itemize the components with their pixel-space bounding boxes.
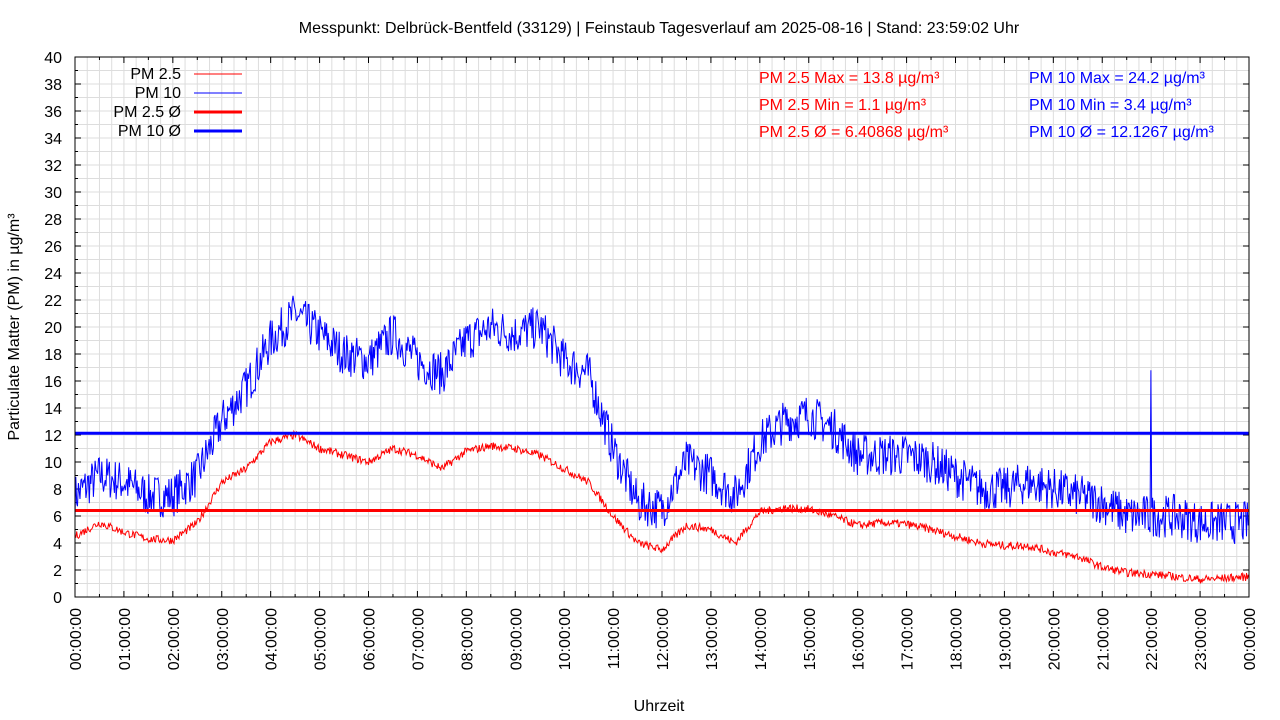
y-tick-label: 6 <box>53 509 62 526</box>
x-tick-label: 02:00:00 <box>166 608 183 670</box>
series-pm10-line <box>74 295 1250 545</box>
x-tick-label: 18:00:00 <box>949 608 966 670</box>
x-tick-label: 03:00:00 <box>215 608 232 670</box>
y-axis-label: Particulate Matter (PM) in µg/m³ <box>6 213 23 441</box>
x-tick-label: 22:00:00 <box>1144 608 1161 670</box>
x-tick-label: 11:00:00 <box>606 608 623 669</box>
x-tick-label: 06:00:00 <box>362 608 379 670</box>
x-tick-label: 12:00:00 <box>655 608 672 670</box>
x-tick-label: 00:00:00 <box>1242 608 1259 670</box>
pm25-min-label: PM 2.5 Min = 1.1 µg/m³ <box>759 97 927 114</box>
y-tick-label: 26 <box>44 239 62 256</box>
x-tick-label: 17:00:00 <box>900 608 917 670</box>
series-layer <box>74 295 1250 584</box>
legend-label-pm10-avg: PM 10 Ø <box>118 123 181 140</box>
x-axis-label: Uhrzeit <box>634 698 685 715</box>
pm10-avg-label: PM 10 Ø = 12.1267 µg/m³ <box>1029 124 1215 141</box>
y-tick-label: 16 <box>44 374 62 391</box>
x-tick-label: 04:00:00 <box>264 608 281 670</box>
x-tick-label: 07:00:00 <box>410 608 427 670</box>
y-tick-label: 38 <box>44 77 62 94</box>
legend-label-pm25: PM 2.5 <box>130 66 181 83</box>
y-tick-label: 22 <box>44 293 62 310</box>
pm10-max-label: PM 10 Max = 24.2 µg/m³ <box>1029 70 1206 87</box>
legend: PM 2.5 PM 10 PM 2.5 Ø PM 10 Ø <box>113 66 242 140</box>
y-tick-label: 24 <box>44 266 62 283</box>
x-tick-label: 16:00:00 <box>851 608 868 670</box>
x-tick-label: 23:00:00 <box>1193 608 1210 670</box>
plot-frame <box>74 56 1250 598</box>
y-tick-label: 14 <box>44 401 62 418</box>
x-tick-label: 00:00:00 <box>68 608 85 670</box>
y-tick-label: 18 <box>44 347 62 364</box>
x-tick-label: 15:00:00 <box>802 608 819 670</box>
chart-title: Messpunkt: Delbrück-Bentfeld (33129) | F… <box>299 20 1020 37</box>
legend-label-pm10: PM 10 <box>135 85 181 102</box>
y-tick-label: 32 <box>44 158 62 175</box>
x-tick-label: 13:00:00 <box>704 608 721 670</box>
x-tick-label: 05:00:00 <box>313 608 330 670</box>
pm25-avg-label: PM 2.5 Ø = 6.40868 µg/m³ <box>759 124 949 141</box>
y-tick-label: 12 <box>44 428 62 445</box>
y-tick-label: 2 <box>53 563 62 580</box>
y-tick-label: 10 <box>44 455 62 472</box>
stats-annotations: PM 2.5 Max = 13.8 µg/m³ PM 2.5 Min = 1.1… <box>759 70 1215 141</box>
x-tick-label: 01:00:00 <box>117 608 134 670</box>
y-tick-label: 30 <box>44 185 62 202</box>
x-tick-label: 21:00:00 <box>1095 608 1112 670</box>
y-tick-label: 0 <box>53 590 62 607</box>
x-tick-label: 19:00:00 <box>997 608 1014 670</box>
x-tick-label: 09:00:00 <box>508 608 525 670</box>
y-tick-label: 8 <box>53 482 62 499</box>
y-tick-label: 36 <box>44 104 62 121</box>
y-tick-label: 20 <box>44 320 62 337</box>
y-tick-label: 40 <box>44 50 62 67</box>
x-tick-label: 10:00:00 <box>557 608 574 670</box>
x-tick-label: 08:00:00 <box>459 608 476 670</box>
y-tick-label: 4 <box>53 536 62 553</box>
legend-label-pm25-avg: PM 2.5 Ø <box>113 104 181 121</box>
axis-ticks: 024681012141618202224262830323436384000:… <box>44 50 1259 670</box>
x-tick-label: 20:00:00 <box>1046 608 1063 670</box>
y-tick-label: 28 <box>44 212 62 229</box>
series-pm25-line <box>74 429 1250 584</box>
pm25-max-label: PM 2.5 Max = 13.8 µg/m³ <box>759 70 940 87</box>
pm10-min-label: PM 10 Min = 3.4 µg/m³ <box>1029 97 1192 114</box>
y-tick-label: 34 <box>44 131 62 148</box>
x-tick-label: 14:00:00 <box>753 608 770 670</box>
